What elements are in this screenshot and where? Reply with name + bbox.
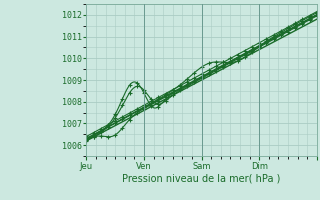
- X-axis label: Pression niveau de la mer( hPa ): Pression niveau de la mer( hPa ): [123, 173, 281, 183]
